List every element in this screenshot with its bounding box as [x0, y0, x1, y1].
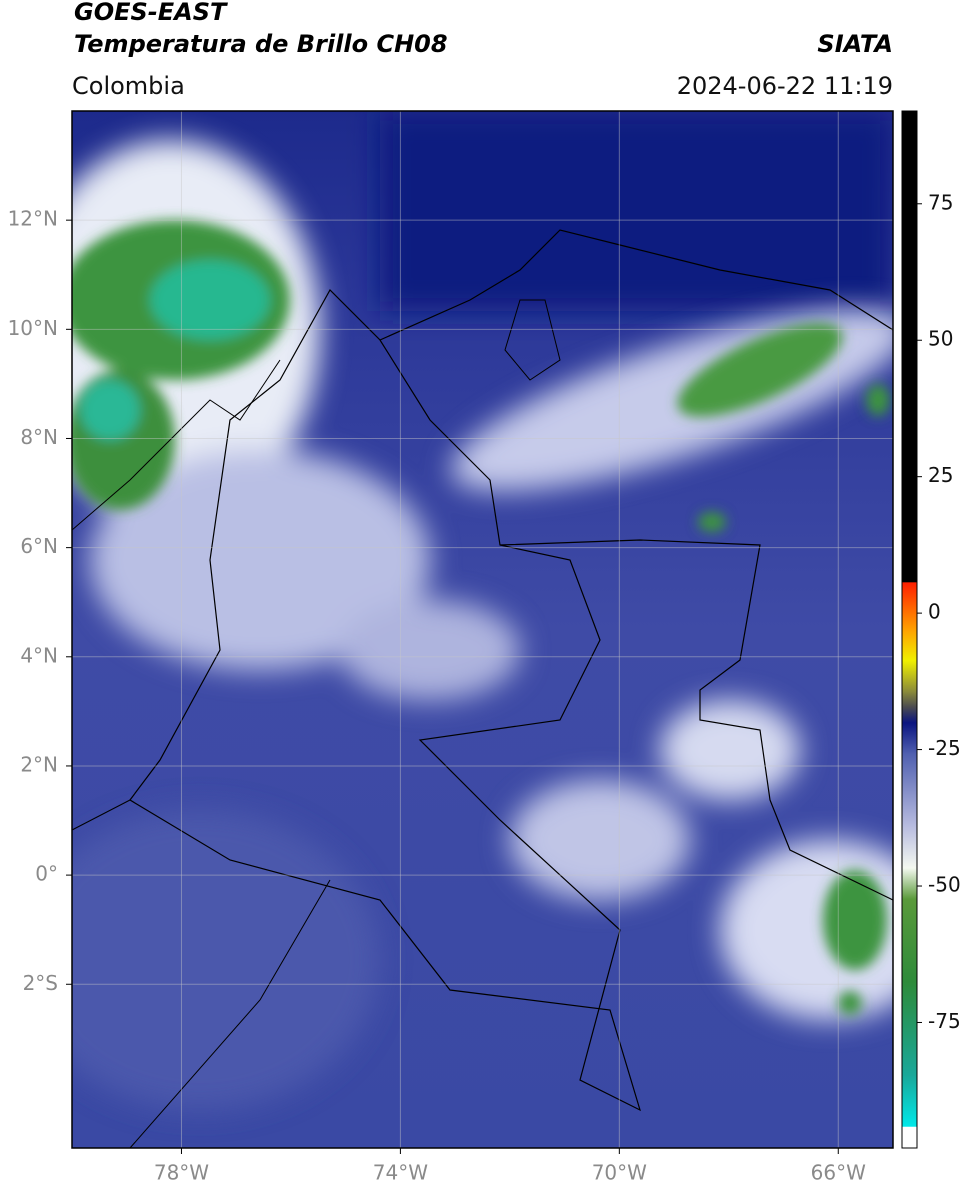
lat-tick-label: 12°N — [8, 207, 58, 231]
map-frame — [71, 110, 894, 1149]
colorbar-tick-label: 0 — [928, 600, 941, 624]
colorbar-tick-label: -75 — [928, 1009, 961, 1033]
colorbar-tick-label: -50 — [928, 873, 961, 897]
lon-tick-label: 66°W — [811, 1161, 866, 1185]
title-line1: GOES-EAST — [74, 0, 228, 26]
lat-tick-label: 10°N — [8, 316, 58, 340]
lat-tick-label: 2°N — [20, 752, 58, 776]
region: Colombia — [72, 72, 185, 100]
colorbar-tick-label: -25 — [928, 736, 961, 760]
title-line2: Temperatura de Brillo CH08 — [74, 30, 448, 58]
colorbar — [901, 110, 918, 1149]
lon-tick-label: 70°W — [592, 1161, 647, 1185]
satellite-image — [72, 111, 893, 1148]
lat-tick-label: 6°N — [20, 534, 58, 558]
lat-tick-label: 0° — [35, 862, 58, 886]
colorbar-tick-label: 50 — [928, 327, 953, 351]
lon-tick-label: 78°W — [154, 1161, 209, 1185]
source: SIATA — [817, 30, 893, 58]
lat-tick-label: 8°N — [20, 425, 58, 449]
lon-tick-label: 74°W — [373, 1161, 428, 1185]
lat-tick-label: 4°N — [20, 643, 58, 667]
colorbar-tick-label: 25 — [928, 463, 953, 487]
datetime: 2024-06-22 11:19 — [677, 72, 893, 100]
colorbar-tick-label: 75 — [928, 190, 953, 214]
lat-tick-label: 2°S — [23, 971, 58, 995]
